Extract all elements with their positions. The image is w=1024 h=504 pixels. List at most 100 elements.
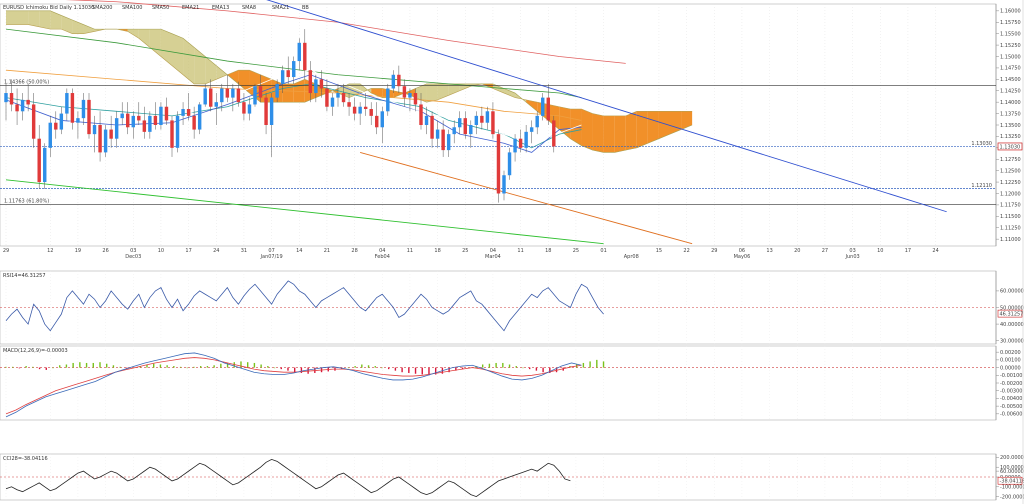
x-tick-label: 04 <box>379 248 385 254</box>
ichimoku-cloud-segment <box>492 83 504 94</box>
x-tick-label: 26 <box>102 248 108 254</box>
bear-candle <box>225 88 230 98</box>
macd-histogram-bar <box>428 367 430 376</box>
macd-histogram-bar <box>246 362 249 368</box>
bull-candle <box>114 118 119 139</box>
macd-histogram-bar <box>434 367 437 375</box>
y-tick-label: -0.00200 <box>1000 381 1022 387</box>
x-tick-label: 10 <box>877 248 883 254</box>
bull-candle <box>535 115 539 128</box>
bear-candle <box>15 104 19 112</box>
bull-candle <box>269 97 274 125</box>
bull-candle <box>292 61 296 78</box>
macd-histogram-bar <box>421 367 423 375</box>
macd-histogram-bar <box>166 365 168 368</box>
ichimoku-cloud-segment <box>160 29 172 66</box>
macd-histogram-bar <box>65 364 68 368</box>
x-tick-label: 17 <box>905 248 911 254</box>
y-tick-label: 1.12500 <box>1000 168 1021 174</box>
bull-candle <box>513 138 517 153</box>
senkou-span-b <box>6 10 693 153</box>
level-label: 1.13030 <box>971 141 992 147</box>
x-tick-label: 25 <box>462 248 468 254</box>
x-tick-label: 06 <box>739 248 745 254</box>
bear-candle <box>192 115 196 130</box>
bear-candle <box>518 138 523 148</box>
ichimoku-cloud-segment <box>183 38 195 84</box>
y-tick-label: 50.00000 <box>1000 305 1024 311</box>
bull-candle <box>297 42 301 62</box>
bull-candle <box>4 93 8 103</box>
y-tick-label: 1.14500 <box>1000 77 1021 83</box>
macd-histogram-bar <box>99 362 101 368</box>
macd-histogram-bar <box>25 366 27 368</box>
bull-candle <box>507 152 512 176</box>
chart-header-symbol: EURUSD Ichimoku Bid Daily 1.13030 <box>3 5 94 11</box>
bear-candle <box>402 86 407 98</box>
macd-histogram-bar <box>367 365 370 368</box>
bear-candle <box>258 86 263 98</box>
macd-histogram-bar <box>72 362 74 368</box>
macd-histogram-bar <box>414 367 417 374</box>
bull-candle <box>253 86 257 105</box>
x-tick-label: 29 <box>3 248 9 254</box>
x-tick-label: 19 <box>75 248 81 254</box>
ichimoku-cloud-segment <box>504 88 516 98</box>
ichimoku-cloud-segment <box>127 29 139 39</box>
y-tick-label: -0.00500 <box>1000 404 1022 410</box>
bear-candle <box>369 109 373 116</box>
indicator-legend-item: EMA13 <box>212 5 229 11</box>
y-tick-label: 1.14750 <box>1000 66 1021 72</box>
bear-candle <box>430 115 434 139</box>
y-tick-label: 200.00000 <box>1000 455 1024 461</box>
bull-candle <box>474 115 479 125</box>
bull-candle <box>203 88 207 105</box>
ichimoku-cloud-segment <box>636 111 648 148</box>
macd-histogram-bar <box>448 367 450 373</box>
bear-candle <box>236 88 241 103</box>
bull-candle <box>541 97 545 116</box>
y-tick-label: 1.14000 <box>1000 100 1021 106</box>
bull-candle <box>336 93 340 98</box>
macd-histogram-bar <box>280 367 282 370</box>
macd-histogram-bar <box>146 364 148 368</box>
macd-histogram-bar <box>455 367 457 371</box>
fibonacci-label: 1.11763 (61.80%) <box>4 198 49 204</box>
senkou-span-a <box>6 24 693 117</box>
x-tick-label: Jan07/19 <box>260 254 283 260</box>
x-tick-label: 29 <box>711 248 717 254</box>
ichimoku-cloud-segment <box>448 83 460 96</box>
ichimoku-cloud-segment <box>28 10 40 27</box>
macd-histogram-bar <box>508 364 511 368</box>
bull-candle <box>48 122 52 148</box>
ichimoku-cloud-segment <box>260 74 272 103</box>
macd-histogram-bar <box>260 364 262 368</box>
bull-candle <box>435 129 440 139</box>
bull-candle <box>92 125 97 135</box>
ichimoku-cloud-segment <box>559 106 571 139</box>
macd-histogram-bar <box>387 367 390 370</box>
bear-candle <box>31 104 36 139</box>
current-price-label: 1.13030 <box>1000 144 1021 150</box>
y-tick-label: 1.15250 <box>1000 43 1021 49</box>
bull-candle <box>524 131 528 148</box>
bull-candle <box>330 97 335 107</box>
rsi-pane <box>0 270 997 345</box>
y-tick-label: -0.00600 <box>1000 412 1022 418</box>
x-tick-label: 12 <box>47 248 53 254</box>
x-tick-label: 18 <box>434 248 440 254</box>
x-tick-label: 11 <box>407 248 413 254</box>
y-tick-label: 1.13250 <box>1000 134 1021 140</box>
bull-candle <box>452 127 456 135</box>
tenkan-line <box>5 69 582 144</box>
bull-candle <box>76 118 80 123</box>
x-tick-label: 18 <box>545 248 551 254</box>
macd-histogram-bar <box>401 367 403 373</box>
current-value-box <box>997 476 1023 485</box>
bull-candle <box>247 104 252 114</box>
bear-candle <box>341 93 346 103</box>
macd-histogram-bar <box>267 366 269 368</box>
x-tick-label: 20 <box>794 248 800 254</box>
y-tick-label: 1.12000 <box>1000 191 1021 197</box>
x-tick-label: 28 <box>351 248 357 254</box>
